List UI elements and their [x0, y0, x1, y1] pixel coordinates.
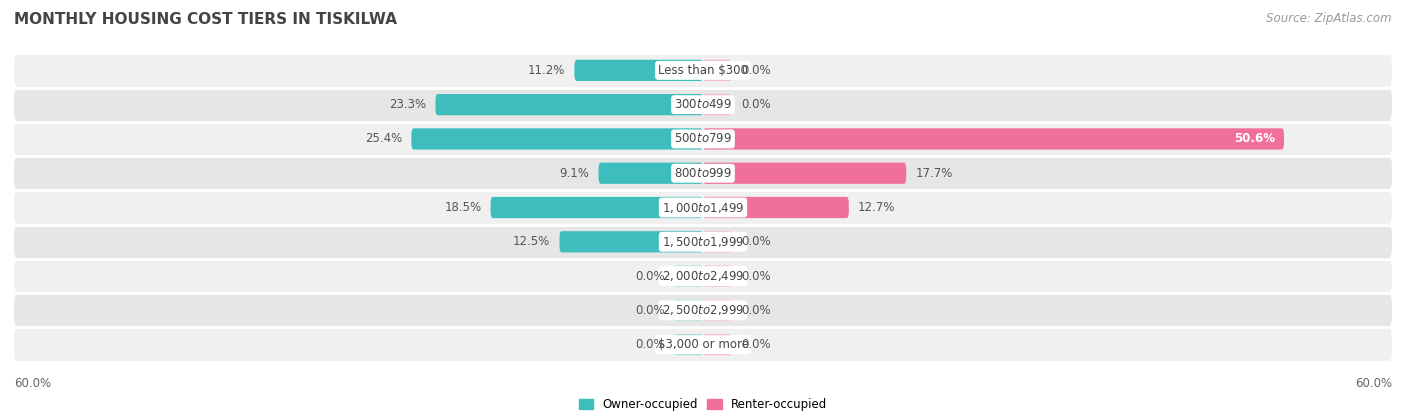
- Legend: Owner-occupied, Renter-occupied: Owner-occupied, Renter-occupied: [574, 393, 832, 415]
- FancyBboxPatch shape: [14, 88, 1392, 122]
- Text: 17.7%: 17.7%: [915, 167, 953, 180]
- Text: $3,000 or more: $3,000 or more: [658, 338, 748, 351]
- Text: 60.0%: 60.0%: [14, 377, 51, 390]
- Text: 0.0%: 0.0%: [741, 64, 770, 77]
- Text: 0.0%: 0.0%: [741, 338, 770, 351]
- Text: 0.0%: 0.0%: [741, 270, 770, 283]
- FancyBboxPatch shape: [703, 197, 849, 218]
- FancyBboxPatch shape: [703, 128, 1284, 149]
- FancyBboxPatch shape: [599, 163, 703, 184]
- Text: 12.7%: 12.7%: [858, 201, 896, 214]
- FancyBboxPatch shape: [436, 94, 703, 115]
- FancyBboxPatch shape: [703, 94, 731, 115]
- Text: $1,500 to $1,999: $1,500 to $1,999: [662, 235, 744, 249]
- FancyBboxPatch shape: [703, 334, 731, 355]
- FancyBboxPatch shape: [14, 259, 1392, 293]
- FancyBboxPatch shape: [675, 334, 703, 355]
- Text: $300 to $499: $300 to $499: [673, 98, 733, 111]
- FancyBboxPatch shape: [491, 197, 703, 218]
- Text: 9.1%: 9.1%: [560, 167, 589, 180]
- FancyBboxPatch shape: [560, 231, 703, 252]
- Text: MONTHLY HOUSING COST TIERS IN TISKILWA: MONTHLY HOUSING COST TIERS IN TISKILWA: [14, 12, 396, 27]
- Text: 12.5%: 12.5%: [513, 235, 550, 248]
- Text: 0.0%: 0.0%: [636, 304, 665, 317]
- FancyBboxPatch shape: [14, 122, 1392, 156]
- Text: 23.3%: 23.3%: [389, 98, 426, 111]
- Text: $1,000 to $1,499: $1,000 to $1,499: [662, 200, 744, 215]
- FancyBboxPatch shape: [703, 266, 731, 287]
- Text: 18.5%: 18.5%: [444, 201, 481, 214]
- FancyBboxPatch shape: [14, 225, 1392, 259]
- FancyBboxPatch shape: [703, 163, 907, 184]
- Text: 50.6%: 50.6%: [1234, 132, 1275, 145]
- Text: 0.0%: 0.0%: [741, 304, 770, 317]
- FancyBboxPatch shape: [412, 128, 703, 149]
- Text: Less than $300: Less than $300: [658, 64, 748, 77]
- FancyBboxPatch shape: [14, 327, 1392, 362]
- Text: 0.0%: 0.0%: [741, 98, 770, 111]
- Text: Source: ZipAtlas.com: Source: ZipAtlas.com: [1267, 12, 1392, 25]
- FancyBboxPatch shape: [14, 293, 1392, 327]
- FancyBboxPatch shape: [703, 60, 731, 81]
- FancyBboxPatch shape: [14, 190, 1392, 225]
- FancyBboxPatch shape: [675, 300, 703, 321]
- Text: $2,000 to $2,499: $2,000 to $2,499: [662, 269, 744, 283]
- FancyBboxPatch shape: [703, 231, 731, 252]
- FancyBboxPatch shape: [575, 60, 703, 81]
- Text: 11.2%: 11.2%: [527, 64, 565, 77]
- FancyBboxPatch shape: [675, 266, 703, 287]
- Text: 0.0%: 0.0%: [741, 235, 770, 248]
- Text: $500 to $799: $500 to $799: [673, 132, 733, 145]
- Text: 0.0%: 0.0%: [636, 338, 665, 351]
- FancyBboxPatch shape: [703, 300, 731, 321]
- FancyBboxPatch shape: [14, 156, 1392, 190]
- Text: $800 to $999: $800 to $999: [673, 167, 733, 180]
- Text: 25.4%: 25.4%: [366, 132, 402, 145]
- Text: 0.0%: 0.0%: [636, 270, 665, 283]
- Text: $2,500 to $2,999: $2,500 to $2,999: [662, 303, 744, 317]
- FancyBboxPatch shape: [14, 53, 1392, 88]
- Text: 60.0%: 60.0%: [1355, 377, 1392, 390]
